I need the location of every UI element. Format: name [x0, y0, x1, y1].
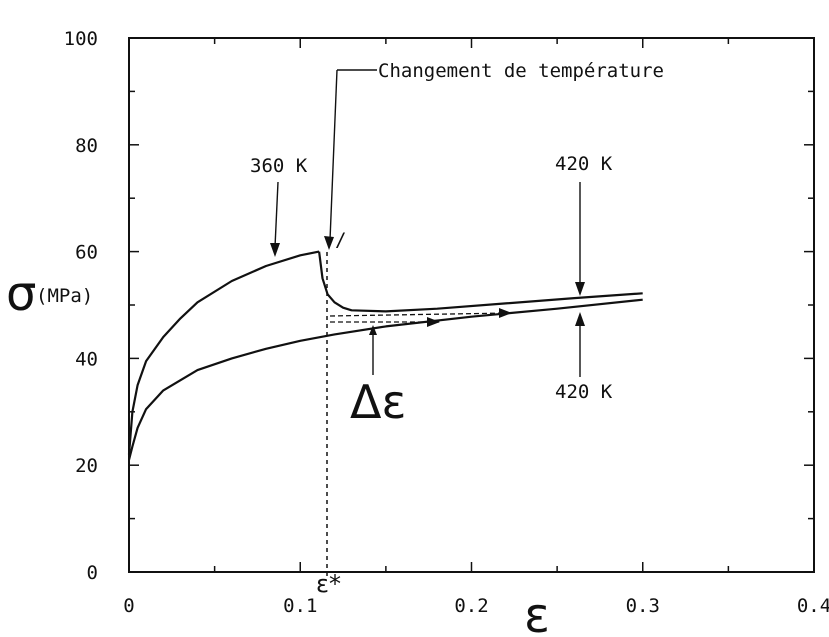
delta-epsilon-label: Δε	[350, 375, 406, 429]
x-tick-label: 0.1	[283, 595, 317, 617]
delta-pointer-head	[369, 325, 377, 335]
point-mark: /	[335, 229, 346, 251]
data-curves	[127, 250, 643, 461]
y-tick-label: 40	[75, 348, 98, 370]
x-tick-label: 0.4	[797, 595, 829, 617]
y-tick-label: 60	[75, 242, 98, 264]
x-tick-label: 0	[123, 595, 134, 617]
x-tick-label: 0.3	[626, 595, 660, 617]
change-leader-v	[329, 69, 338, 241]
change-arrowhead	[324, 236, 334, 250]
delta-dash-upper	[329, 312, 511, 317]
y-tick-label: 20	[75, 455, 98, 477]
y-tick-label: 80	[75, 135, 98, 157]
ylabel-sigma: σ	[6, 266, 36, 322]
arrow-360k-head	[270, 243, 280, 257]
xlabel-epsilon: ε	[524, 588, 550, 637]
delta-arrowhead-1	[427, 317, 440, 327]
series-line-1	[127, 250, 320, 455]
y-tick-label: 100	[64, 28, 98, 50]
arrow-420k-top-head	[575, 282, 585, 296]
axis-ticks	[128, 37, 815, 573]
tick-labels: 0 0.1 0.2 0.3 0.4 0 20 40 60 80 100	[64, 28, 829, 617]
label-420k-top: 420 K	[555, 153, 613, 175]
arrow-420k-bottom-head	[575, 312, 585, 326]
estar-label: ε*	[316, 570, 341, 598]
y-tick-label: 0	[87, 562, 98, 584]
x-tick-label: 0.2	[454, 595, 488, 617]
change-label: Changement de température	[378, 60, 664, 82]
series-line-3	[127, 298, 643, 461]
arrow-360k-line	[274, 181, 279, 248]
label-360k: 360 K	[250, 155, 308, 177]
label-420k-bottom: 420 K	[555, 381, 613, 403]
ylabel-unit: (MPa)	[36, 285, 93, 307]
series-line-2	[318, 251, 643, 313]
delta-arrowhead-2	[499, 308, 512, 318]
